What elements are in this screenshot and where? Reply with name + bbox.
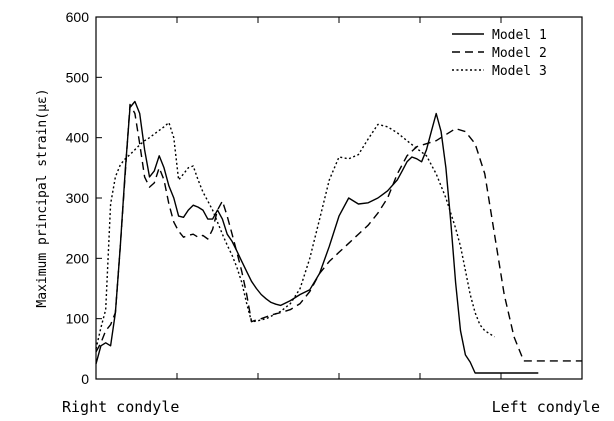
y-tick-label: 500 [66,69,90,85]
x-axis-right-end-label: Left condyle [492,398,600,416]
legend-label-model-2: Model 2 [492,46,547,61]
x-axis-left-end-label: Right condyle [62,398,179,416]
legend: Model 1 Model 2 Model 3 [452,28,547,79]
legend-label-model-3: Model 3 [492,64,547,79]
y-tick-label: 300 [66,190,90,206]
y-tick-label: 600 [66,9,90,25]
legend-label-model-1: Model 1 [492,28,547,43]
y-tick-label: 400 [66,130,90,146]
series-line-model-2 [95,103,582,362]
y-tick-label: 200 [66,250,90,266]
y-tick-label: 100 [66,311,90,327]
series-line-model-3 [95,121,495,349]
series-line-model-1 [95,100,539,374]
y-tick-label: 0 [81,371,89,387]
y-axis-title: Maximum principal strain(με) [35,88,50,307]
